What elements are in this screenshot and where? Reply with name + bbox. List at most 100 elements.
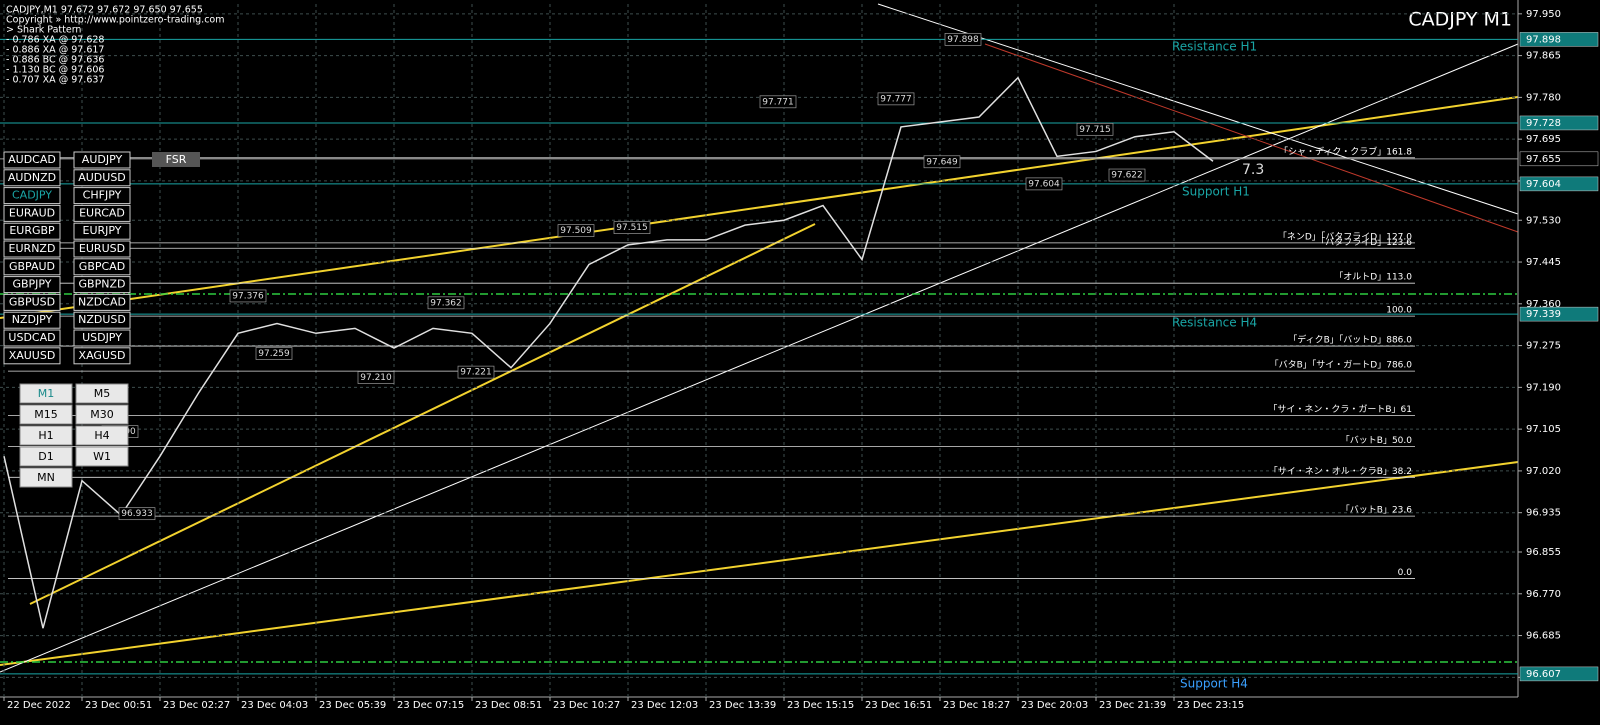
symbol-label[interactable]: USDJPY	[82, 331, 122, 344]
symbol-button[interactable]	[73, 311, 131, 329]
symbol-button[interactable]	[3, 293, 61, 311]
price-level-box	[1519, 151, 1599, 167]
symbol-label[interactable]: AUDJPY	[82, 153, 123, 166]
symbol-button[interactable]	[3, 151, 61, 169]
symbol-label[interactable]: NZDUSD	[78, 313, 126, 326]
fib-label: 0.0	[1398, 568, 1413, 578]
peak-box	[877, 92, 915, 106]
y-tick-label: 97.950	[1526, 9, 1561, 20]
symbol-button[interactable]	[73, 222, 131, 240]
symbol-button[interactable]	[3, 258, 61, 276]
timeframe-label[interactable]: MN	[37, 471, 55, 484]
peak-box	[923, 155, 961, 169]
peak-label: 97.221	[460, 368, 492, 378]
y-tick-label: 97.865	[1526, 51, 1561, 62]
symbol-label[interactable]: GBPNZD	[79, 278, 126, 291]
symbol-label[interactable]: NZDCAD	[78, 295, 126, 308]
symbol-label[interactable]: NZDJPY	[12, 313, 53, 326]
timeframe-label[interactable]: H1	[38, 429, 53, 442]
symbol-label[interactable]: EURUSD	[79, 242, 125, 255]
symbol-label[interactable]: AUDNZD	[8, 171, 56, 184]
fib-label: 「バットB」23.6	[1341, 505, 1412, 516]
x-tick-label: 23 Dec 04:03	[241, 700, 308, 711]
trend-lines	[0, 3, 1519, 673]
timeframe-label[interactable]: D1	[38, 450, 53, 463]
symbol-button[interactable]	[73, 204, 131, 222]
symbol-label[interactable]: GBPCAD	[79, 260, 125, 273]
symbol-button[interactable]	[3, 204, 61, 222]
fib-label: 「サイ・ネン・クラ・ガートB」61	[1268, 404, 1412, 415]
timeframe-button[interactable]	[75, 383, 129, 404]
timeframe-button[interactable]	[75, 446, 129, 467]
symbol-label[interactable]: GBPUSD	[9, 295, 55, 308]
fib-label: 「バタフライD」123.6	[1316, 237, 1412, 248]
y-tick-label: 97.780	[1526, 92, 1561, 103]
timeframe-button[interactable]	[19, 383, 73, 404]
symbol-button[interactable]	[3, 187, 61, 205]
timeframe-button[interactable]	[19, 425, 73, 446]
price-level-label: 97.339	[1526, 309, 1561, 320]
symbol-button[interactable]	[73, 258, 131, 276]
y-tick-label: 97.445	[1526, 257, 1561, 268]
x-tick-label: 23 Dec 21:39	[1099, 700, 1166, 711]
fsr-label[interactable]: FSR	[166, 153, 187, 166]
y-tick-label: 97.695	[1526, 134, 1561, 145]
timeframe-label[interactable]: W1	[93, 450, 111, 463]
symbol-label[interactable]: USDCAD	[8, 331, 55, 344]
y-tick-label: 96.935	[1526, 508, 1561, 519]
symbol-label[interactable]: GBPJPY	[12, 278, 51, 291]
symbol-label[interactable]: EURAUD	[9, 206, 55, 219]
symbol-label[interactable]: XAGUSD	[79, 349, 126, 362]
symbol-button[interactable]	[3, 276, 61, 294]
symbol-label[interactable]: XAUUSD	[9, 349, 56, 362]
timeframe-label[interactable]: M5	[94, 387, 111, 400]
timeframe-label[interactable]: H4	[94, 429, 109, 442]
symbol-label[interactable]: GBPAUD	[9, 260, 55, 273]
symbol-button[interactable]	[73, 347, 131, 365]
price-line	[3, 76, 1214, 629]
symbol-button[interactable]	[3, 329, 61, 347]
symbol-button[interactable]	[3, 240, 61, 258]
peak-label: 97.376	[232, 291, 264, 301]
timeframe-button[interactable]	[19, 467, 73, 488]
symbol-button[interactable]	[73, 151, 131, 169]
symbol-button[interactable]	[73, 329, 131, 347]
symbol-label[interactable]: EURCAD	[79, 206, 125, 219]
symbol-button[interactable]	[3, 169, 61, 187]
fib-label: 「バットB」50.0	[1341, 435, 1412, 446]
symbol-label[interactable]: AUDCAD	[8, 153, 56, 166]
x-tick-label: 23 Dec 23:15	[1177, 700, 1244, 711]
symbol-label[interactable]: AUDUSD	[78, 171, 126, 184]
timeframe-label[interactable]: M30	[90, 408, 114, 421]
symbol-label[interactable]: CHFJPY	[83, 189, 122, 202]
symbol-button[interactable]	[3, 222, 61, 240]
x-tick-label: 23 Dec 15:15	[787, 700, 854, 711]
timeframe-label[interactable]: M1	[38, 387, 55, 400]
symbol-button[interactable]	[3, 347, 61, 365]
timeframe-button[interactable]	[75, 425, 129, 446]
timeframe-button[interactable]	[19, 446, 73, 467]
timeframe-button[interactable]	[19, 404, 73, 425]
x-tick-label: 22 Dec 2022	[7, 700, 71, 711]
symbol-button[interactable]	[73, 187, 131, 205]
symbol-button[interactable]	[3, 311, 61, 329]
symbol-label[interactable]: EURGBP	[9, 224, 55, 237]
symbol-button[interactable]	[73, 169, 131, 187]
timeframe-label[interactable]: M15	[34, 408, 58, 421]
peak-label: 97.898	[947, 35, 979, 45]
y-tick-label: 97.275	[1526, 341, 1561, 352]
symbol-button[interactable]	[73, 276, 131, 294]
timeframe-button[interactable]	[75, 404, 129, 425]
symbol-button[interactable]	[73, 240, 131, 258]
price-level-box	[1519, 32, 1599, 47]
x-tick-label: 23 Dec 05:39	[319, 700, 386, 711]
peak-box	[229, 289, 267, 303]
symbol-label[interactable]: EURNZD	[9, 242, 56, 255]
symbol-button[interactable]	[73, 293, 131, 311]
symbol-label[interactable]: EURJPY	[83, 224, 122, 237]
info-line: - 0.886 XA @ 97.617	[6, 45, 104, 56]
fib-label: 「ネンD」「バタフライD」127.0	[1278, 231, 1412, 242]
fsr-button[interactable]	[152, 152, 200, 167]
symbol-label[interactable]: CADJPY	[12, 189, 52, 202]
